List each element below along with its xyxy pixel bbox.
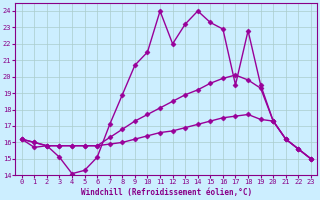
X-axis label: Windchill (Refroidissement éolien,°C): Windchill (Refroidissement éolien,°C) (81, 188, 252, 197)
